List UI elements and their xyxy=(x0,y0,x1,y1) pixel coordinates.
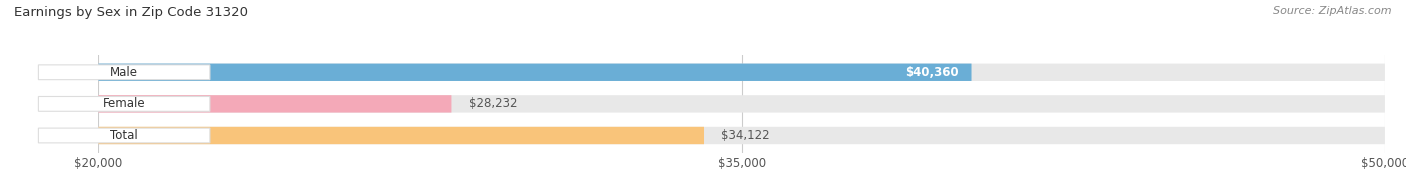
FancyBboxPatch shape xyxy=(38,128,209,143)
FancyBboxPatch shape xyxy=(98,95,451,113)
Text: Total: Total xyxy=(110,129,138,142)
FancyBboxPatch shape xyxy=(98,127,704,144)
Text: $34,122: $34,122 xyxy=(721,129,770,142)
FancyBboxPatch shape xyxy=(38,65,209,80)
Text: $28,232: $28,232 xyxy=(468,97,517,110)
Text: Source: ZipAtlas.com: Source: ZipAtlas.com xyxy=(1274,6,1392,16)
Text: $40,360: $40,360 xyxy=(905,66,959,79)
FancyBboxPatch shape xyxy=(98,127,1385,144)
FancyBboxPatch shape xyxy=(98,95,1385,113)
FancyBboxPatch shape xyxy=(38,96,209,111)
FancyBboxPatch shape xyxy=(98,64,972,81)
FancyBboxPatch shape xyxy=(98,64,1385,81)
Text: Male: Male xyxy=(110,66,138,79)
Text: Female: Female xyxy=(103,97,145,110)
Text: Earnings by Sex in Zip Code 31320: Earnings by Sex in Zip Code 31320 xyxy=(14,6,247,19)
